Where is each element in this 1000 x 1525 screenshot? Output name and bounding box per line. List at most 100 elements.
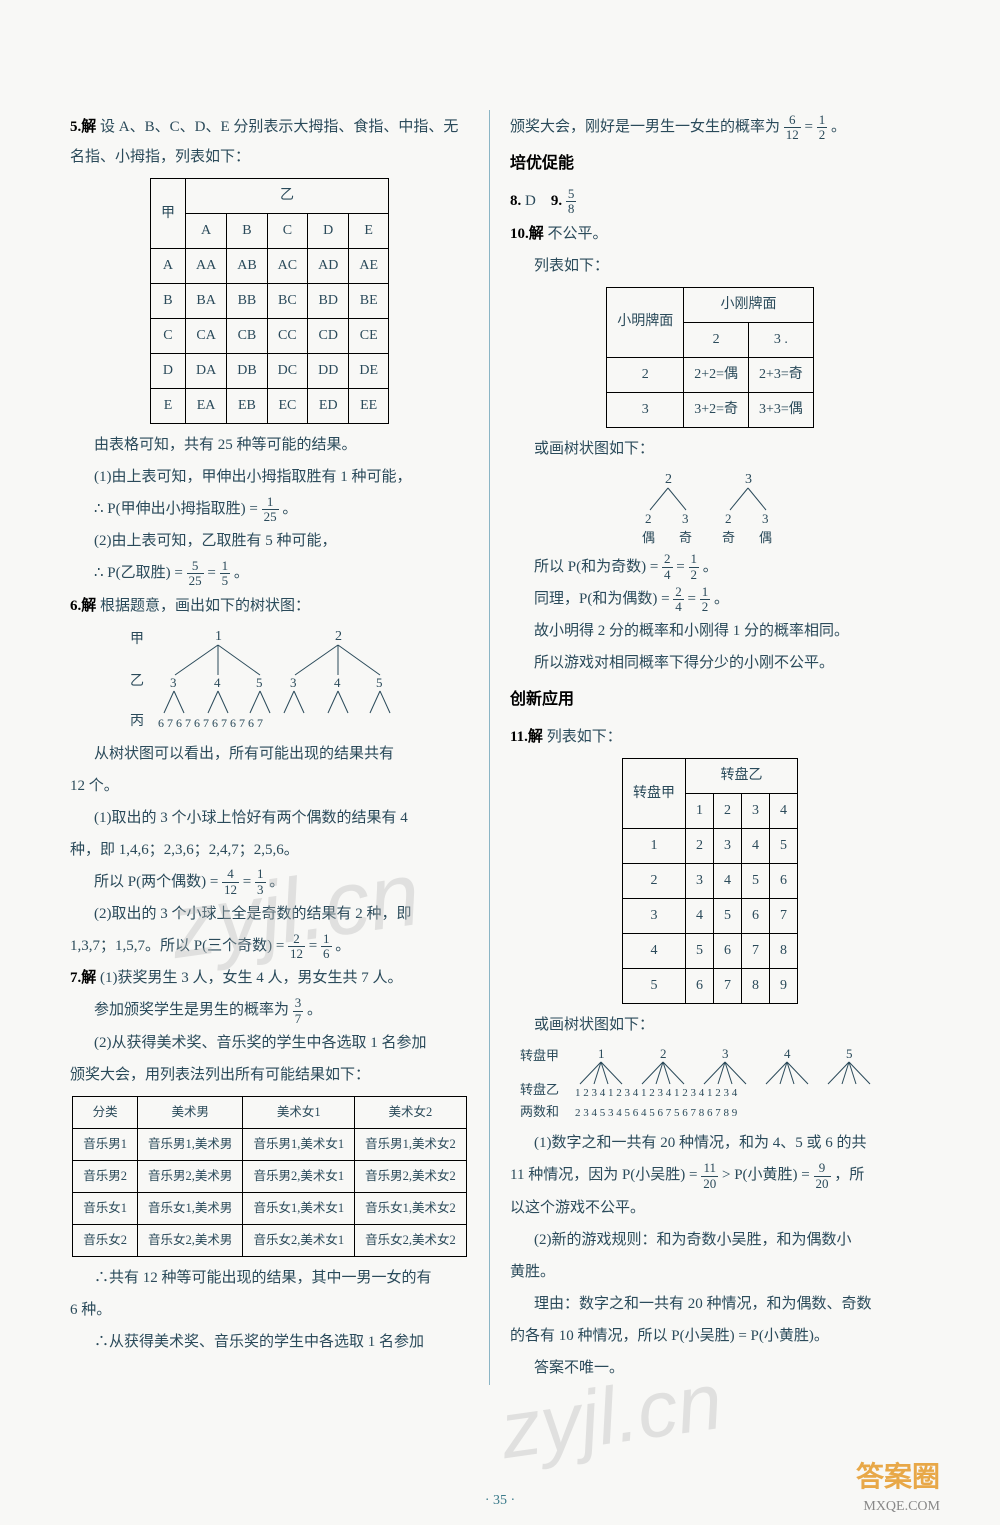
cell: 音乐女1,美术男 <box>138 1192 243 1224</box>
text: = <box>688 591 700 607</box>
cell: 1 <box>686 794 714 829</box>
text: 不公平。 <box>548 226 608 242</box>
q5: 5.解 设 A、B、C、D、E 分别表示大拇指、食指、中指、无名指、小拇指，列表… <box>70 112 469 172</box>
page-number: · 35 · <box>485 1493 515 1509</box>
q11-tree: 转盘甲 转盘乙 两数和 1 2 3 4 5 1 2 3 4 1 2 3 4 1 … <box>520 1044 900 1124</box>
q11-l6: 黄胜。 <box>510 1257 910 1287</box>
q5-l4: (2)由上表可知，乙取胜有 5 种可能， <box>70 526 469 556</box>
fraction: 24 <box>662 552 673 582</box>
svg-text:奇: 奇 <box>722 530 735 545</box>
cell: 3+2=奇 <box>684 392 749 427</box>
cell: 音乐女2,美术男 <box>138 1224 243 1256</box>
cell: B <box>150 284 185 319</box>
cell: 美术男 <box>138 1096 243 1128</box>
svg-text:4: 4 <box>784 1046 791 1061</box>
text: 。 <box>703 559 718 575</box>
svg-text:5: 5 <box>376 675 383 690</box>
cell: BE <box>349 284 389 319</box>
cell: 3 <box>742 794 770 829</box>
cell: 3+3=偶 <box>749 392 814 427</box>
text: 。 <box>714 591 729 607</box>
q7-table: 分类 美术男 美术女1 美术女2 音乐男1音乐男1,美术男音乐男1,美术女1音乐… <box>72 1096 466 1257</box>
cell: DE <box>349 354 389 389</box>
cell: 6 <box>742 899 770 934</box>
svg-text:2: 2 <box>665 472 672 487</box>
cell: 4 <box>742 829 770 864</box>
q10-l6: 所以游戏对相同概率下得分少的小刚不公平。 <box>510 648 910 678</box>
svg-text:3: 3 <box>290 675 297 690</box>
cell: EB <box>227 389 267 424</box>
cell: 2 <box>686 829 714 864</box>
text: = <box>805 119 817 135</box>
q5-intro: 设 A、B、C、D、E 分别表示大拇指、食指、中指、无名指、小拇指，列表如下： <box>70 119 458 165</box>
cell: CD <box>308 319 349 354</box>
text: 同理，P(和为偶数) = <box>534 591 673 607</box>
text: ∴ P(乙取胜) = <box>94 565 187 581</box>
q11-l4: 以这个游戏不公平。 <box>510 1193 910 1223</box>
page-columns: 5.解 设 A、B、C、D、E 分别表示大拇指、食指、中指、无名指、小拇指，列表… <box>60 110 940 1385</box>
fraction: 12 <box>700 585 711 615</box>
q10-table: 小明牌面 小刚牌面 23 . 22+2=偶2+3=奇 33+2=奇3+3=偶 <box>606 287 814 428</box>
text: = <box>309 938 321 954</box>
cell: 3 <box>686 864 714 899</box>
q11-l2: (1)数字之和一共有 20 种情况，和为 4、5 或 6 的共 <box>510 1128 910 1158</box>
cell: 4 <box>770 794 798 829</box>
q10-l2: 或画树状图如下： <box>510 434 910 464</box>
svg-text:2 3 4 5 3 4 5 6 4 5 6 7 5 6 7: 2 3 4 5 3 4 5 6 4 5 6 7 5 6 7 8 6 7 8 9 <box>575 1107 738 1119</box>
text: ，所 <box>834 1167 864 1183</box>
svg-text:转盘甲: 转盘甲 <box>520 1048 559 1063</box>
r-top: 颁奖大会，刚好是一男生一女生的概率为 612 = 12 。 <box>510 112 910 142</box>
q7-head: 7.解 <box>70 970 96 986</box>
text: 所以 P(两个偶数) = <box>94 874 222 890</box>
svg-text:3: 3 <box>170 675 177 690</box>
cell: 小明牌面 <box>607 287 684 357</box>
fraction: 58 <box>566 187 577 217</box>
cell: A <box>150 249 185 284</box>
q6: 6.解 根据题意，画出如下的树状图： <box>70 591 469 621</box>
q10-tree: 2 3 2 3 2 3 偶 奇 奇 偶 <box>610 468 810 548</box>
svg-text:甲: 甲 <box>130 632 144 647</box>
cell: CC <box>267 319 307 354</box>
q11-l5: (2)新的游戏规则：和为奇数小吴胜，和为偶数小 <box>510 1225 910 1255</box>
cell: 7 <box>742 934 770 969</box>
q7: 7.解 (1)获奖男生 3 人，女生 4 人，男女生共 7 人。 <box>70 963 469 993</box>
cell: CA <box>185 319 226 354</box>
cell: DC <box>267 354 307 389</box>
cell: DA <box>185 354 226 389</box>
right-column: 颁奖大会，刚好是一男生一女生的概率为 612 = 12 。 培优促能 8. D … <box>490 110 920 1385</box>
q11-l8: 的各有 10 种情况，所以 P(小吴胜) = P(小黄胜)。 <box>510 1321 910 1351</box>
cell: D <box>150 354 185 389</box>
svg-text:2: 2 <box>645 511 652 526</box>
q6-l5: 所以 P(两个偶数) = 412 = 13 。 <box>70 867 469 897</box>
q10: 10.解 不公平。 <box>510 219 910 249</box>
svg-text:2: 2 <box>335 629 342 644</box>
q7-l7: ∴从获得美术奖、音乐奖的学生中各选取 1 名参加 <box>70 1327 469 1357</box>
q6-intro: 根据题意，画出如下的树状图： <box>100 598 310 614</box>
svg-text:1: 1 <box>598 1046 605 1061</box>
text: 。 <box>335 938 350 954</box>
cell: 音乐男2 <box>73 1160 138 1192</box>
svg-text:1 2 3 4 1 2 3 4 1 2 3 4 1 2 3: 1 2 3 4 1 2 3 4 1 2 3 4 1 2 3 4 1 2 3 4 <box>575 1087 738 1099</box>
q6-tree: 甲 乙 丙 1 2 3 4 5 3 4 5 6 <box>120 625 420 735</box>
cell: 9 <box>770 969 798 1004</box>
q11: 11.解 列表如下： <box>510 722 910 752</box>
fraction: 612 <box>784 113 801 143</box>
svg-text:5: 5 <box>256 675 263 690</box>
q8-num: 8. <box>510 193 521 209</box>
svg-text:4: 4 <box>214 675 221 690</box>
text: 。 <box>831 119 846 135</box>
cell: 转盘乙 <box>686 759 798 794</box>
cell: 音乐男2,美术女2 <box>355 1160 467 1192</box>
cell: 5 <box>623 969 686 1004</box>
cell: AC <box>267 249 307 284</box>
cell: CB <box>227 319 267 354</box>
svg-text:3: 3 <box>762 511 769 526</box>
text: 。 <box>269 874 284 890</box>
q7-l6: 6 种。 <box>70 1295 469 1325</box>
fraction: 12 <box>817 113 828 143</box>
cell: 2+2=偶 <box>684 357 749 392</box>
svg-text:丙: 丙 <box>130 714 144 729</box>
fraction: 1120 <box>701 1161 718 1191</box>
q8-9: 8. D 9. 58 <box>510 186 910 216</box>
cell: 7 <box>770 899 798 934</box>
